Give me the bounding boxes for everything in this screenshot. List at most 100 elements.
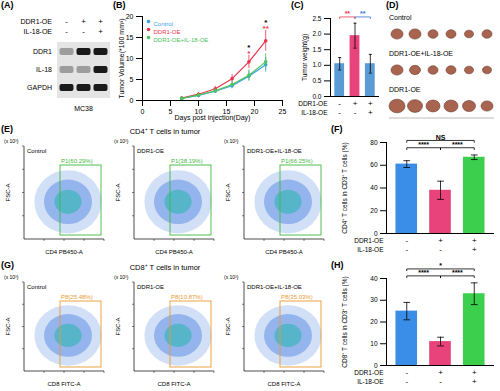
svg-text:Days post injection(Day): Days post injection(Day) xyxy=(175,114,251,122)
svg-text:+: + xyxy=(98,17,103,26)
svg-text:CD8 FITC-A: CD8 FITC-A xyxy=(48,381,81,387)
svg-text:25: 25 xyxy=(279,108,287,115)
svg-text:CD8 FITC-A: CD8 FITC-A xyxy=(268,381,301,387)
svg-text:DDR1-OE: DDR1-OE xyxy=(354,237,384,244)
svg-text:P1(60.29%): P1(60.29%) xyxy=(61,158,93,164)
svg-text:60: 60 xyxy=(370,161,378,168)
svg-text:10: 10 xyxy=(126,55,134,62)
svg-text:+: + xyxy=(472,377,477,386)
svg-text:-: - xyxy=(65,17,68,26)
svg-text:Tumor weight(g): Tumor weight(g) xyxy=(301,34,309,81)
svg-text:FSC-A: FSC-A xyxy=(5,318,11,336)
svg-text:FSC-A: FSC-A xyxy=(115,318,121,336)
svg-text:+: + xyxy=(368,108,373,117)
svg-text:DDR1-OE+IL-18-OE: DDR1-OE+IL-18-OE xyxy=(389,50,453,57)
svg-text:30: 30 xyxy=(370,296,378,303)
svg-text:GAPDH: GAPDH xyxy=(27,84,52,91)
svg-text:DDR1: DDR1 xyxy=(33,48,52,55)
svg-text:CD4⁺ T cells in CD3⁺ T cells (: CD4⁺ T cells in CD3⁺ T cells (%) xyxy=(341,142,349,233)
svg-text:P8(10.87%): P8(10.87%) xyxy=(171,294,203,300)
svg-text:20: 20 xyxy=(370,318,378,325)
svg-text:*: * xyxy=(264,18,268,27)
svg-text:-: - xyxy=(439,377,442,386)
svg-text:+: + xyxy=(353,99,358,108)
svg-text:DDR1-OE: DDR1-OE xyxy=(20,18,52,25)
svg-text:-: - xyxy=(354,108,357,117)
svg-text:80: 80 xyxy=(370,139,378,146)
svg-text:CD8⁺ T cells in CD3⁺ T cells (: CD8⁺ T cells in CD3⁺ T cells (%) xyxy=(341,276,349,367)
svg-text:-: - xyxy=(82,27,85,36)
svg-text:+: + xyxy=(438,236,443,245)
svg-text:CD8⁺ T cells in tumor: CD8⁺ T cells in tumor xyxy=(130,263,201,272)
svg-text:40: 40 xyxy=(370,275,378,282)
svg-text:FSC-A: FSC-A xyxy=(225,318,231,336)
svg-text:CD4 PB450-A: CD4 PB450-A xyxy=(265,249,303,255)
svg-text:FSC-A: FSC-A xyxy=(115,184,121,202)
svg-text:P1(38.19%): P1(38.19%) xyxy=(171,158,203,164)
svg-text:CD4⁺ T cells in tumor: CD4⁺ T cells in tumor xyxy=(130,127,201,136)
svg-text:20: 20 xyxy=(370,207,378,214)
svg-text:*: * xyxy=(439,262,442,269)
svg-text:IL-18-OE: IL-18-OE xyxy=(301,109,328,116)
svg-text:Control: Control xyxy=(27,148,46,154)
svg-text:-: - xyxy=(405,236,408,245)
svg-text:**: ** xyxy=(360,10,366,17)
svg-text:DDR1-OE+IL-18-OE: DDR1-OE+IL-18-OE xyxy=(247,284,302,290)
svg-text:****: **** xyxy=(418,269,429,276)
svg-text:IL-18-OE: IL-18-OE xyxy=(357,246,384,253)
svg-text:-: - xyxy=(405,245,408,254)
svg-text:(x 10³): (x 10³) xyxy=(4,274,19,280)
svg-text:+: + xyxy=(98,27,103,36)
svg-text:+: + xyxy=(438,368,443,377)
svg-text:0: 0 xyxy=(130,97,134,104)
svg-text:-: - xyxy=(338,99,341,108)
svg-text:NS: NS xyxy=(436,134,446,141)
svg-text:-: - xyxy=(405,377,408,386)
svg-text:(x 10³): (x 10³) xyxy=(224,274,239,280)
svg-text:-: - xyxy=(65,27,68,36)
svg-text:FSC-A: FSC-A xyxy=(5,184,11,202)
svg-text:20: 20 xyxy=(126,13,134,20)
svg-text:-: - xyxy=(338,108,341,117)
svg-text:P8(25.48%): P8(25.48%) xyxy=(61,294,93,300)
svg-text:+: + xyxy=(81,17,86,26)
svg-text:CD8 FITC-A: CD8 FITC-A xyxy=(158,381,191,387)
svg-text:+: + xyxy=(472,368,477,377)
svg-text:DDR1-OE: DDR1-OE xyxy=(137,284,164,290)
svg-text:(x 10³): (x 10³) xyxy=(4,138,19,144)
svg-text:15: 15 xyxy=(126,34,134,41)
svg-text:+: + xyxy=(368,99,373,108)
svg-text:FSC-A: FSC-A xyxy=(225,184,231,202)
svg-text:20: 20 xyxy=(251,108,259,115)
svg-text:40: 40 xyxy=(370,184,378,191)
svg-text:IL-18-OE: IL-18-OE xyxy=(357,378,384,385)
svg-text:1.5: 1.5 xyxy=(312,46,321,53)
svg-text:****: **** xyxy=(452,269,463,276)
svg-text:*: * xyxy=(247,43,251,52)
svg-text:-: - xyxy=(439,245,442,254)
svg-text:10: 10 xyxy=(370,340,378,347)
svg-text:IL-18-OE: IL-18-OE xyxy=(24,28,53,35)
svg-text:P8(35.03%): P8(35.03%) xyxy=(281,294,313,300)
svg-text:**: ** xyxy=(345,10,351,17)
svg-text:5: 5 xyxy=(169,108,173,115)
svg-text:(x 10³): (x 10³) xyxy=(114,138,129,144)
svg-text:****: **** xyxy=(418,141,429,148)
svg-text:DDR1-OE+IL-18-OE: DDR1-OE+IL-18-OE xyxy=(247,148,302,154)
svg-text:0: 0 xyxy=(141,108,145,115)
svg-text:-: - xyxy=(405,368,408,377)
svg-text:1.0: 1.0 xyxy=(312,61,321,68)
svg-text:Tumor Volume(*100 mm³): Tumor Volume(*100 mm³) xyxy=(118,18,126,98)
svg-text:DDR1-OE: DDR1-OE xyxy=(298,100,328,107)
svg-text:CD4 PB450-A: CD4 PB450-A xyxy=(45,249,83,255)
svg-text:****: **** xyxy=(452,141,463,148)
svg-text:P1(66.25%): P1(66.25%) xyxy=(281,158,313,164)
svg-text:0.5: 0.5 xyxy=(312,77,321,84)
svg-text:DDR1-OE: DDR1-OE xyxy=(354,369,384,376)
svg-text:DDR1-OE: DDR1-OE xyxy=(154,29,181,35)
svg-text:2.5: 2.5 xyxy=(312,15,321,22)
svg-text:DDR1-OE: DDR1-OE xyxy=(389,86,421,93)
svg-text:2.0: 2.0 xyxy=(312,30,321,37)
svg-text:DDR1-OE+IL-18-OE: DDR1-OE+IL-18-OE xyxy=(154,37,209,43)
svg-text:+: + xyxy=(472,236,477,245)
